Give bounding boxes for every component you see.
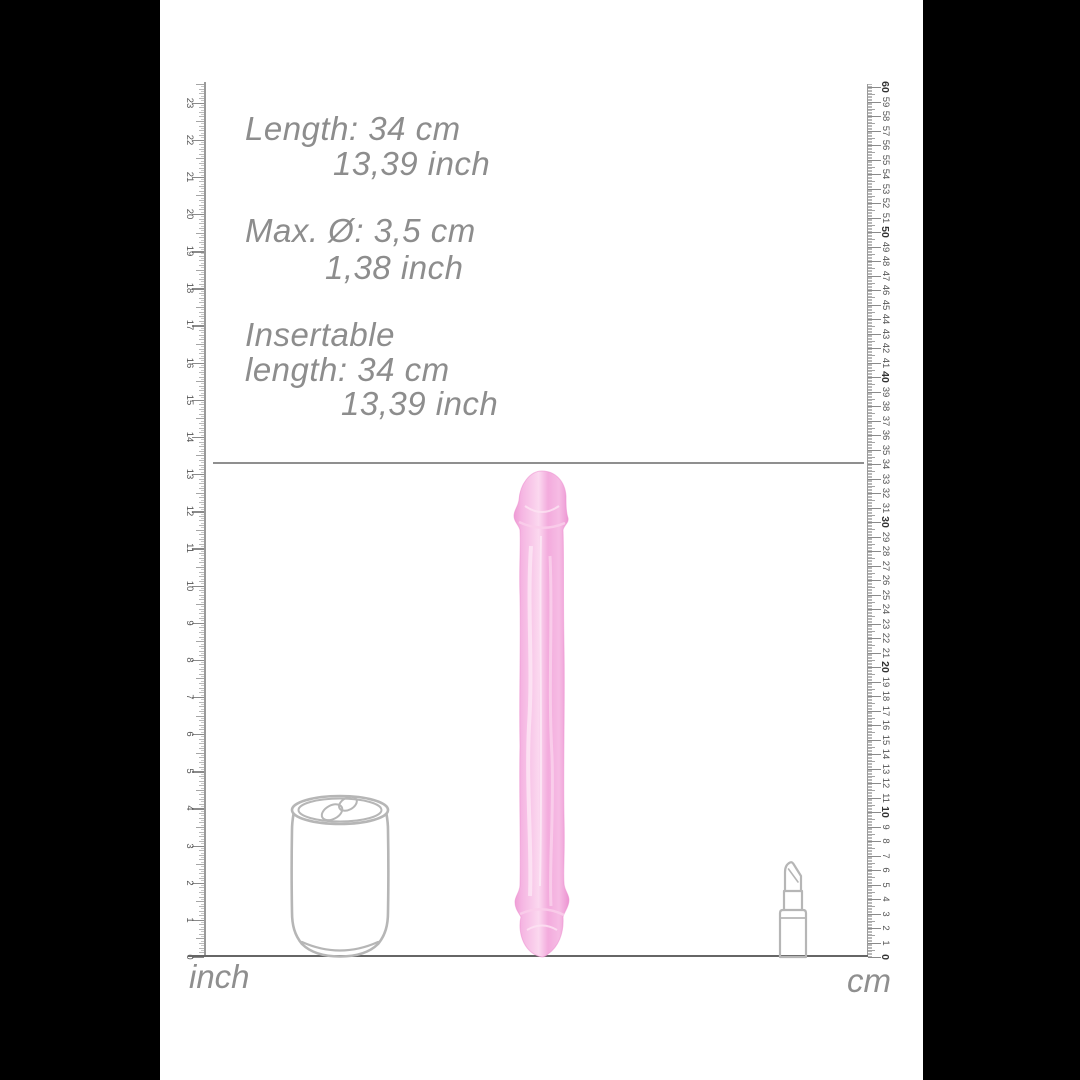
spec-insertable-1: Insertable [245, 316, 395, 353]
spec-diameter-inch: 1,38 inch [325, 248, 464, 286]
spec-diameter-cm: Max. Ø: 3,5 cm [245, 212, 476, 249]
spec-text-block: Length: 34 cm 13,39 inch Max. Ø: 3,5 cm … [245, 110, 665, 422]
soda-can-icon [290, 794, 390, 958]
spec-length-cm: Length: 34 cm [245, 110, 461, 147]
spec-length-inch: 13,39 inch [333, 144, 491, 182]
inch-unit-label: inch [189, 958, 250, 995]
spec-insertable-2: length: 34 cm [245, 350, 450, 388]
length-marker-line [213, 462, 864, 465]
cm-unit-label: cm [847, 962, 891, 999]
right-black-bar [923, 0, 1080, 1080]
baseline [188, 955, 868, 957]
lipstick-icon [778, 861, 808, 959]
left-black-bar [0, 0, 160, 1080]
double-ended-dildo-graphic [513, 470, 570, 958]
spec-insertable-3: 13,39 inch [341, 385, 499, 422]
